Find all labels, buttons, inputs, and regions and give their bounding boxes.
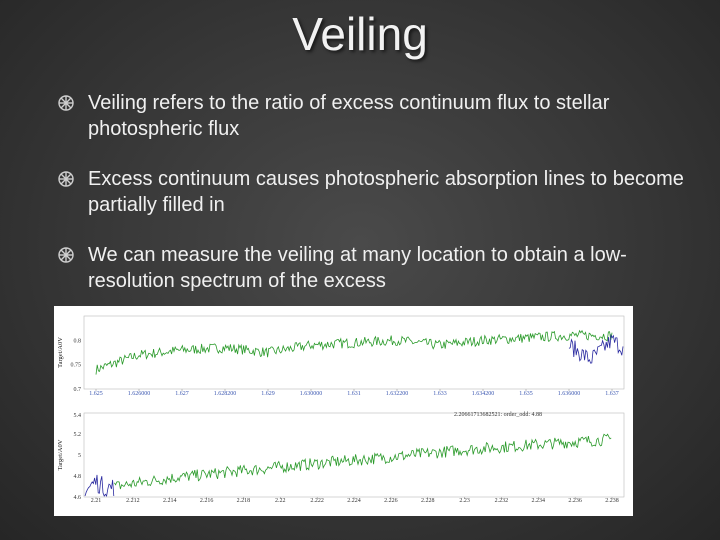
x-tick-label: 1.625 bbox=[89, 391, 103, 397]
y-tick-label: 5.4 bbox=[74, 413, 82, 419]
bullet-list: Veiling refers to the ratio of excess co… bbox=[58, 90, 698, 318]
x-tick-label: 1.633 bbox=[433, 391, 447, 397]
x-tick-label: 1.626000 bbox=[128, 391, 151, 397]
x-tick-label: 1.630000 bbox=[300, 391, 323, 397]
x-tick-label: 1.632200 bbox=[386, 391, 409, 397]
x-tick-label: 2.214 bbox=[163, 498, 177, 504]
bullet-item: Veiling refers to the ratio of excess co… bbox=[58, 90, 698, 142]
x-tick-label: 2.216 bbox=[200, 498, 214, 504]
veiling-spectrum-figure: 0.8 0.75 0.7 Target/A0V 1.625 1.626000 1.627 1.… bbox=[54, 306, 633, 516]
y-axis-label: Target/A0V bbox=[57, 337, 64, 368]
x-tick-label: 2.212 bbox=[126, 498, 140, 504]
plot-frame bbox=[83, 412, 625, 498]
x-tick-label: 2.228 bbox=[421, 498, 435, 504]
x-tick-label: 1.636000 bbox=[558, 391, 581, 397]
bullet-text: We can measure the veiling at many locat… bbox=[88, 244, 627, 292]
x-tick-label: 2.22 bbox=[275, 498, 286, 504]
x-tick-label: 2.23 bbox=[459, 498, 470, 504]
x-tick-label: 2.238 bbox=[605, 498, 619, 504]
x-tick-label: 2.218 bbox=[237, 498, 251, 504]
plot-frame bbox=[83, 315, 625, 390]
x-ticks: 2.21 2.212 2.214 2.216 2.218 2.22 2.222 2.224 2.… bbox=[91, 497, 619, 504]
x-tick-label: 1.629 bbox=[261, 391, 275, 397]
bullet-text: Excess continuum causes photospheric abs… bbox=[88, 168, 684, 216]
y-tick-label: 4.8 bbox=[74, 474, 82, 480]
spectrum-line-series-1 bbox=[114, 433, 612, 490]
x-tick-label: 1.637 bbox=[605, 391, 619, 397]
x-tick-label: 2.236 bbox=[568, 498, 582, 504]
x-tick-label: 1.631 bbox=[347, 391, 361, 397]
spectrum-line-series-2 bbox=[568, 333, 624, 364]
slide-title: Veiling bbox=[292, 8, 428, 60]
bullet-item: Excess continuum causes photospheric abs… bbox=[58, 166, 698, 218]
panel-annotation: 2.20661713682521: order_odd: 4.88 bbox=[454, 412, 542, 418]
spectrum-line-series-1 bbox=[95, 329, 613, 375]
spectrum-line-series-2 bbox=[84, 474, 115, 498]
y-tick-label: 4.6 bbox=[74, 495, 82, 501]
x-tick-label: 2.234 bbox=[532, 498, 546, 504]
asterisk-bullet-icon bbox=[58, 247, 74, 263]
y-tick-label: 0.8 bbox=[74, 338, 82, 344]
asterisk-bullet-icon bbox=[58, 95, 74, 111]
x-tick-label: 2.232 bbox=[495, 498, 509, 504]
x-tick-label: 2.21 bbox=[91, 498, 102, 504]
x-tick-label: 2.222 bbox=[310, 498, 324, 504]
x-tick-label: 1.635 bbox=[519, 391, 533, 397]
y-axis-label: Target/A0V bbox=[57, 439, 64, 470]
y-tick-label: 0.7 bbox=[74, 387, 82, 393]
x-tick-label: 1.634200 bbox=[472, 391, 495, 397]
x-tick-label: 2.224 bbox=[347, 498, 361, 504]
y-tick-label: 5.2 bbox=[74, 432, 82, 438]
bullet-item: We can measure the veiling at many locat… bbox=[58, 242, 698, 294]
y-tick-label: 5 bbox=[78, 453, 81, 459]
x-ticks: 1.625 1.626000 1.627 1.628200 1.629 1.630000 1… bbox=[89, 389, 619, 397]
bullet-text: Veiling refers to the ratio of excess co… bbox=[88, 92, 610, 140]
x-tick-label: 2.226 bbox=[384, 498, 398, 504]
asterisk-bullet-icon bbox=[58, 171, 74, 187]
x-tick-label: 1.628200 bbox=[214, 391, 237, 397]
x-tick-label: 1.627 bbox=[175, 391, 189, 397]
y-tick-label: 0.75 bbox=[71, 363, 82, 369]
